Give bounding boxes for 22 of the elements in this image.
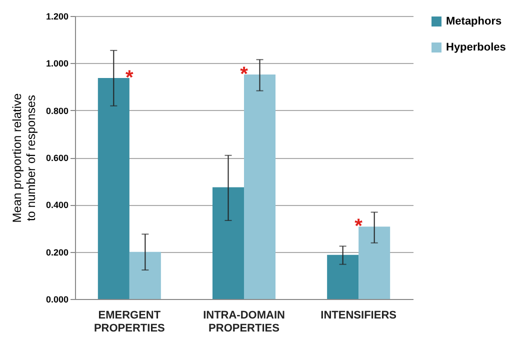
- y-tick-label: 0.600: [46, 153, 68, 163]
- annotation: *: [354, 216, 363, 238]
- annotation: *: [240, 63, 248, 86]
- legend-label: Hyperboles: [446, 42, 506, 54]
- bar: [212, 187, 244, 299]
- bar: [98, 78, 130, 299]
- y-tick-label: 1.000: [46, 58, 68, 69]
- y-tick-label: 0.200: [46, 247, 68, 258]
- y-tick-label: 0.800: [46, 106, 68, 116]
- y-axis-title: Mean proportion relative to number of responses: [10, 92, 38, 223]
- bar: [244, 74, 276, 299]
- y-tick-label: 0.400: [46, 200, 68, 210]
- y-tick-label: 1.200: [46, 12, 68, 22]
- x-tick-label: EMERGENT PROPERTIES: [94, 310, 165, 334]
- y-tick-label: 0.000: [46, 294, 68, 304]
- bar: [358, 226, 390, 299]
- legend-label: Metaphors: [446, 16, 502, 28]
- bar: [129, 252, 161, 299]
- x-tick-label: INTENSIFIERS: [320, 310, 396, 322]
- x-tick-label: INTRA-DOMAIN PROPERTIES: [203, 310, 285, 334]
- bar: [327, 254, 359, 299]
- annotation: *: [126, 67, 134, 90]
